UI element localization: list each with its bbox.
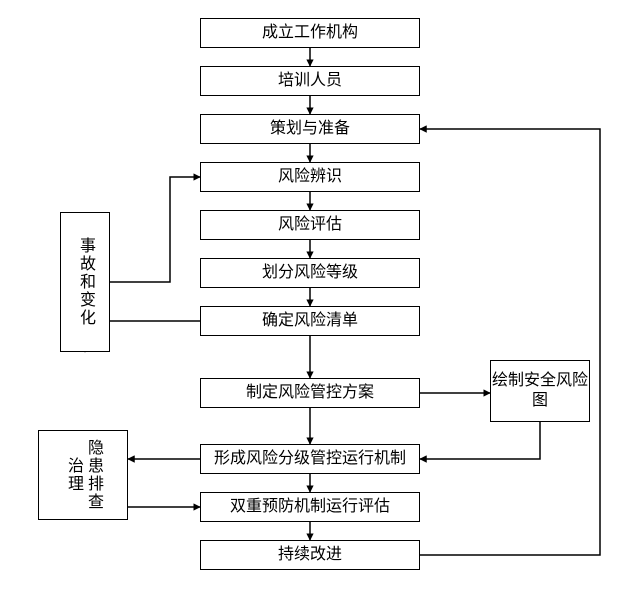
node-side2: 隐患排查治理 xyxy=(38,430,128,520)
node-label-n5: 风险评估 xyxy=(278,215,342,235)
node-label-n1: 成立工作机构 xyxy=(262,23,358,43)
node-n8: 制定风险管控方案 xyxy=(200,378,420,408)
node-label-n11: 持续改进 xyxy=(278,545,342,565)
node-n3: 策划与准备 xyxy=(200,114,420,144)
node-n1: 成立工作机构 xyxy=(200,18,420,48)
node-label-n7: 确定风险清单 xyxy=(262,311,358,331)
node-n2: 培训人员 xyxy=(200,66,420,96)
node-n5: 风险评估 xyxy=(200,210,420,240)
flowchart-canvas: 成立工作机构培训人员策划与准备风险辨识风险评估划分风险等级确定风险清单制定风险管… xyxy=(0,0,640,595)
node-side3: 绘制安全风险图 xyxy=(490,360,590,422)
node-n4: 风险辨识 xyxy=(200,162,420,192)
node-n7: 确定风险清单 xyxy=(200,306,420,336)
node-label-n10: 双重预防机制运行评估 xyxy=(230,497,390,517)
node-label-n6: 划分风险等级 xyxy=(262,263,358,283)
node-n11: 持续改进 xyxy=(200,540,420,570)
node-n10: 双重预防机制运行评估 xyxy=(200,492,420,522)
node-label-side2: 隐患排查治理 xyxy=(63,431,103,519)
node-n6: 划分风险等级 xyxy=(200,258,420,288)
edge xyxy=(420,129,600,555)
node-label-n2: 培训人员 xyxy=(278,71,342,91)
edge xyxy=(110,177,200,282)
node-label-n3: 策划与准备 xyxy=(270,119,350,139)
node-n9: 形成风险分级管控运行机制 xyxy=(200,444,420,474)
node-label-n9: 形成风险分级管控运行机制 xyxy=(214,449,406,469)
node-label-side3: 绘制安全风险图 xyxy=(491,371,589,411)
node-side1: 事故和变化 xyxy=(60,212,110,352)
node-label-n4: 风险辨识 xyxy=(278,167,342,187)
edge xyxy=(420,422,540,459)
node-label-n8: 制定风险管控方案 xyxy=(246,383,374,403)
node-label-side1: 事故和变化 xyxy=(75,237,95,327)
